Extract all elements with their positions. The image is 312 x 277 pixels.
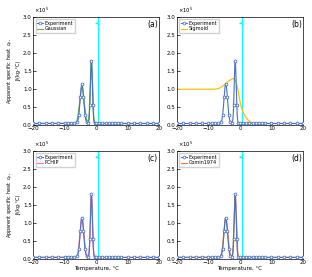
Text: $\times10^5$: $\times10^5$ [178, 139, 193, 148]
X-axis label: Temperature, °C: Temperature, °C [74, 266, 119, 271]
Text: (a): (a) [148, 20, 158, 29]
Text: (c): (c) [148, 154, 158, 163]
Text: (b): (b) [292, 20, 302, 29]
X-axis label: Temperature, °C: Temperature, °C [217, 266, 262, 271]
Y-axis label: Apparent specific heat  $c_p$,
J/(kg·°C): Apparent specific heat $c_p$, J/(kg·°C) [6, 171, 22, 238]
Text: (d): (d) [292, 154, 302, 163]
Text: $\times10^5$: $\times10^5$ [34, 5, 50, 15]
Y-axis label: Apparent specific heat  $c_p$,
J/(kg·°C): Apparent specific heat $c_p$, J/(kg·°C) [6, 38, 22, 104]
Text: $\times10^5$: $\times10^5$ [178, 5, 193, 15]
Legend: Experiment, PCHIP: Experiment, PCHIP [36, 153, 75, 167]
Legend: Experiment, Sigmoid: Experiment, Sigmoid [179, 19, 219, 33]
Text: $\times10^5$: $\times10^5$ [34, 139, 50, 148]
Legend: Experiment, Comin1974: Experiment, Comin1974 [179, 153, 219, 167]
Legend: Experiment, Gaussian: Experiment, Gaussian [36, 19, 75, 33]
